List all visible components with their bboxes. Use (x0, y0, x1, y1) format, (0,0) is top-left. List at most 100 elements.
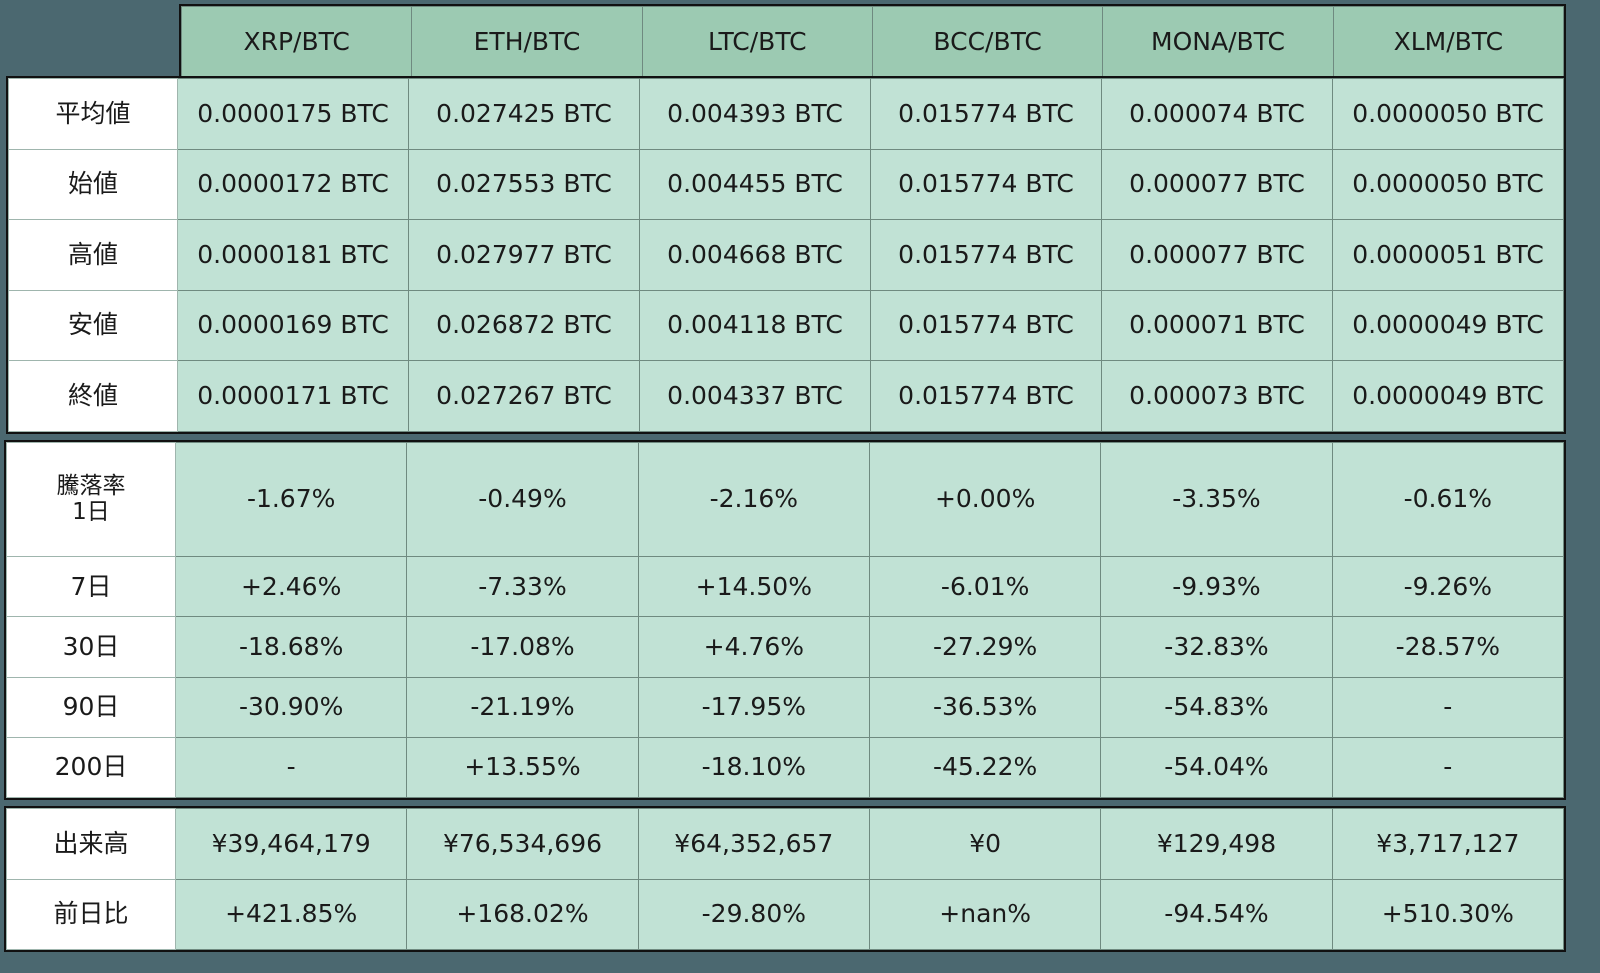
table-cell: 0.000077 BTC (1101, 148, 1333, 221)
change-rate-table: 騰落率 1日 -1.67% -0.49% -2.16% +0.00% -3.35… (6, 441, 1565, 799)
column-header-ltc: LTC/BTC (641, 6, 873, 78)
row-label-open: 始値 (8, 148, 178, 221)
table-cell: +168.02% (406, 878, 639, 950)
row-label-30d: 30日 (6, 616, 176, 678)
table-cell: 0.0000049 BTC (1332, 360, 1564, 432)
table-cell: 0.027267 BTC (408, 360, 640, 432)
table-cell: -30.90% (174, 676, 408, 738)
section-title: 騰落率 (56, 473, 126, 500)
table-cell: 0.015774 BTC (870, 78, 1102, 150)
table-cell: 0.000077 BTC (1101, 219, 1333, 291)
table-cell: 0.000071 BTC (1101, 289, 1333, 362)
table-cell: 0.0000175 BTC (177, 78, 409, 150)
table-cell: -45.22% (868, 736, 1102, 799)
table-cell: 0.015774 BTC (870, 219, 1102, 291)
table-row: 7日 +2.46% -7.33% +14.50% -6.01% -9.93% -… (6, 556, 1565, 618)
table-cell: -94.54% (1100, 878, 1333, 950)
table-cell: -54.83% (1100, 676, 1333, 738)
table-cell: 0.015774 BTC (870, 360, 1102, 432)
table-cell: 0.0000050 BTC (1332, 148, 1564, 221)
table-row: 90日 -30.90% -21.19% -17.95% -36.53% -54.… (6, 676, 1565, 738)
row-label-volume: 出来高 (6, 808, 176, 880)
table-cell: -2.16% (637, 441, 870, 558)
row-label-low: 安値 (8, 289, 178, 362)
table-row: 騰落率 1日 -1.67% -0.49% -2.16% +0.00% -3.35… (6, 441, 1565, 558)
column-header-mona: MONA/BTC (1102, 6, 1334, 78)
table-cell: 0.015774 BTC (870, 148, 1102, 221)
table-cell: 0.015774 BTC (870, 289, 1102, 362)
row-label-high: 高値 (8, 219, 178, 291)
table-cell: +421.85% (174, 878, 408, 950)
column-header-table: XRP/BTC ETH/BTC LTC/BTC BCC/BTC MONA/BTC… (180, 6, 1565, 78)
column-header-bcc: BCC/BTC (871, 6, 1104, 78)
table-row: 30日 -18.68% -17.08% +4.76% -27.29% -32.8… (6, 616, 1565, 678)
table-cell: 0.027553 BTC (408, 148, 640, 221)
table-cell: 0.0000049 BTC (1332, 289, 1564, 362)
table-cell: -9.93% (1100, 556, 1333, 618)
price-table: 平均値 0.0000175 BTC 0.027425 BTC 0.004393 … (8, 78, 1564, 432)
table-cell: ¥0 (868, 808, 1102, 880)
table-cell: -7.33% (406, 556, 639, 618)
table-row: 安値 0.0000169 BTC 0.026872 BTC 0.004118 B… (8, 289, 1564, 362)
table-cell: - (1331, 736, 1565, 799)
table-cell: -28.57% (1331, 616, 1565, 678)
row-label-average: 平均値 (8, 78, 178, 150)
table-row: 始値 0.0000172 BTC 0.027553 BTC 0.004455 B… (8, 148, 1564, 221)
table-row: 平均値 0.0000175 BTC 0.027425 BTC 0.004393 … (8, 78, 1564, 150)
table-cell: ¥76,534,696 (406, 808, 639, 880)
table-row: 終値 0.0000171 BTC 0.027267 BTC 0.004337 B… (8, 360, 1564, 432)
table-cell: -54.04% (1100, 736, 1333, 799)
volume-section: 出来高 ¥39,464,179 ¥76,534,696 ¥64,352,657 … (4, 806, 1566, 952)
table-cell: -17.08% (406, 616, 639, 678)
table-cell: +13.55% (406, 736, 639, 799)
table-cell: -6.01% (868, 556, 1102, 618)
table-cell: -0.49% (406, 441, 639, 558)
table-cell: -1.67% (174, 441, 408, 558)
table-cell: 0.026872 BTC (408, 289, 640, 362)
table-cell: 0.004668 BTC (639, 219, 871, 291)
table-cell: 0.004393 BTC (639, 78, 871, 150)
column-header-xrp: XRP/BTC (180, 6, 413, 78)
table-cell: -17.95% (637, 676, 870, 738)
volume-table: 出来高 ¥39,464,179 ¥76,534,696 ¥64,352,657 … (6, 808, 1565, 950)
table-cell: 0.0000169 BTC (177, 289, 409, 362)
period-label: 1日 (72, 498, 110, 525)
table-cell: 0.004337 BTC (639, 360, 871, 432)
table-cell: -21.19% (406, 676, 639, 738)
table-cell: 0.0000051 BTC (1332, 219, 1564, 291)
table-cell: -9.26% (1331, 556, 1565, 618)
table-cell: 0.027425 BTC (408, 78, 640, 150)
table-cell: - (174, 736, 408, 799)
table-cell: 0.004118 BTC (639, 289, 871, 362)
table-cell: +14.50% (637, 556, 870, 618)
table-cell: 0.027977 BTC (408, 219, 640, 291)
column-header-block: XRP/BTC ETH/BTC LTC/BTC BCC/BTC MONA/BTC… (179, 4, 1566, 78)
table-cell: -18.10% (637, 736, 870, 799)
table-cell: 0.000074 BTC (1101, 78, 1333, 150)
table-cell: +4.76% (637, 616, 870, 678)
table-cell: ¥3,717,127 (1331, 808, 1565, 880)
row-label-close: 終値 (8, 360, 178, 432)
table-cell: +nan% (868, 878, 1102, 950)
table-cell: - (1331, 676, 1565, 738)
table-cell: -3.35% (1100, 441, 1333, 558)
row-label-1d: 騰落率 1日 (6, 441, 176, 558)
table-cell: ¥39,464,179 (174, 808, 408, 880)
table-cell: -29.80% (637, 878, 870, 950)
table-cell: ¥64,352,657 (637, 808, 870, 880)
table-row: 200日 - +13.55% -18.10% -45.22% -54.04% - (6, 736, 1565, 799)
table-cell: 0.004455 BTC (639, 148, 871, 221)
table-cell: -36.53% (868, 676, 1102, 738)
table-cell: -0.61% (1331, 441, 1565, 558)
row-label-200d: 200日 (6, 736, 176, 799)
table-cell: 0.0000181 BTC (177, 219, 409, 291)
row-label-90d: 90日 (6, 676, 176, 738)
table-cell: -18.68% (174, 616, 408, 678)
row-label-7d: 7日 (6, 556, 176, 618)
table-cell: +510.30% (1331, 878, 1565, 950)
change-rate-section: 騰落率 1日 -1.67% -0.49% -2.16% +0.00% -3.35… (4, 440, 1566, 800)
table-cell: -32.83% (1100, 616, 1333, 678)
table-cell: 0.0000050 BTC (1332, 78, 1564, 150)
column-header-xlm: XLM/BTC (1332, 6, 1565, 78)
header-row: XRP/BTC ETH/BTC LTC/BTC BCC/BTC MONA/BTC… (180, 6, 1565, 78)
